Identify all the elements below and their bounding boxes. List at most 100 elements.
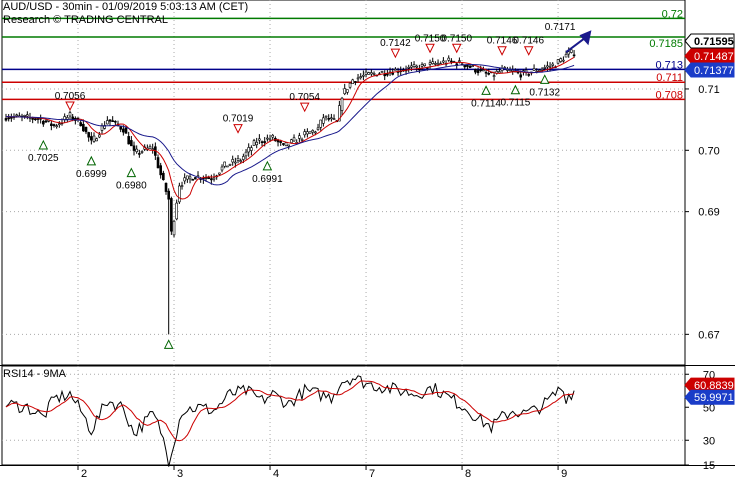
candle-body [468,65,472,68]
support-marker [86,155,97,166]
candle-body [151,148,154,150]
candle-body [103,125,106,129]
resistance-marker [65,101,75,112]
candle-body [258,138,261,141]
candle-body [322,117,325,124]
candle-body [178,185,181,203]
candle-body [210,178,213,181]
candle-body [44,120,48,123]
candle-body [284,142,288,146]
candle-body [482,69,485,72]
candle-body [311,130,315,133]
candle-body [316,127,320,130]
candle-body [540,68,544,71]
price-tick-label: 0.70 [698,145,719,157]
candle-body [268,138,272,141]
projection-arrow-head [579,30,592,46]
time-tick-label: 9 [561,468,567,480]
level-label: 0.711 [656,72,683,84]
candle-body [207,177,210,180]
candle-body [250,147,253,151]
candle-body [52,124,56,126]
price-tag-box [684,48,735,64]
resistance-marker-label: 0.7054 [289,92,320,103]
candle-body [348,82,352,88]
rsi-tag-box [684,389,735,405]
candle-body [394,68,397,71]
candle-body [135,148,138,152]
candle-body [108,119,112,122]
rsi-line [5,375,575,467]
support-marker-label: 0.6991 [252,174,283,185]
candle-body [90,136,93,141]
candle-body [50,123,53,126]
candle-body [36,118,40,120]
candle-body [476,70,480,74]
candle-body [508,69,512,72]
resistance-marker [523,46,534,56]
candle-body [300,138,304,141]
candle-body [487,73,491,75]
support-marker [510,84,521,95]
rsi-tick-label: 50 [703,402,715,414]
candle-body [292,137,296,142]
candle-body [132,145,136,151]
grid-lines [2,0,685,465]
candle-body [242,156,245,160]
level-label: 0.713 [655,59,683,71]
resistance-marker-label: 0.7150 [441,33,472,44]
candle-body [418,68,421,71]
candle-body [306,131,309,135]
candle-body [332,118,336,120]
resistance-marker-label: 0.7056 [55,91,86,102]
candle-body [564,53,568,58]
support-marker-label: 0.7114 [471,98,501,109]
candle-body [466,64,469,67]
candle-body [124,127,128,134]
candle-body [15,114,18,117]
candle-body [58,123,61,126]
candle-body [428,62,432,65]
price-panel-border [1,0,686,366]
candle-body [119,126,122,130]
candle-body [82,123,85,132]
candle-body [156,157,160,169]
support-marker [539,74,550,84]
time-tick-label: 3 [177,468,183,480]
time-tick-label: 2 [81,468,87,480]
candle-body [324,115,328,118]
candle-body [191,179,194,181]
moving-averages [6,56,575,200]
ma-fast-line [6,56,575,200]
candle-body [183,177,186,182]
candle-body [79,122,82,127]
candle-body [167,190,170,200]
candle-body [164,182,168,192]
candle-body [383,74,387,77]
support-marker [262,160,273,171]
candle-body [170,198,173,232]
resistance-marker [390,48,401,59]
resistance-marker [451,43,462,54]
rsi-tick-label: 15 [703,460,715,472]
price-tick-label: 0.69 [698,207,719,219]
candle-body [412,64,416,67]
candle-body [194,177,197,180]
candle-body [415,65,419,68]
candle-body [562,59,565,62]
candle-body [346,89,349,93]
price-tag-label: 0.71487 [694,51,734,63]
rsi-panel-border [1,365,686,466]
candle-body [532,68,536,71]
support-marker-label: 0.7115 [500,98,530,109]
candle-body [330,117,333,120]
candle-body [260,141,264,143]
candle-body [263,141,266,143]
candle-body [180,185,184,187]
candle-body [266,137,269,140]
candle-body [551,63,555,66]
chart-subtitle: Research © TRADING CENTRAL [3,14,168,26]
candle-body [391,72,395,75]
